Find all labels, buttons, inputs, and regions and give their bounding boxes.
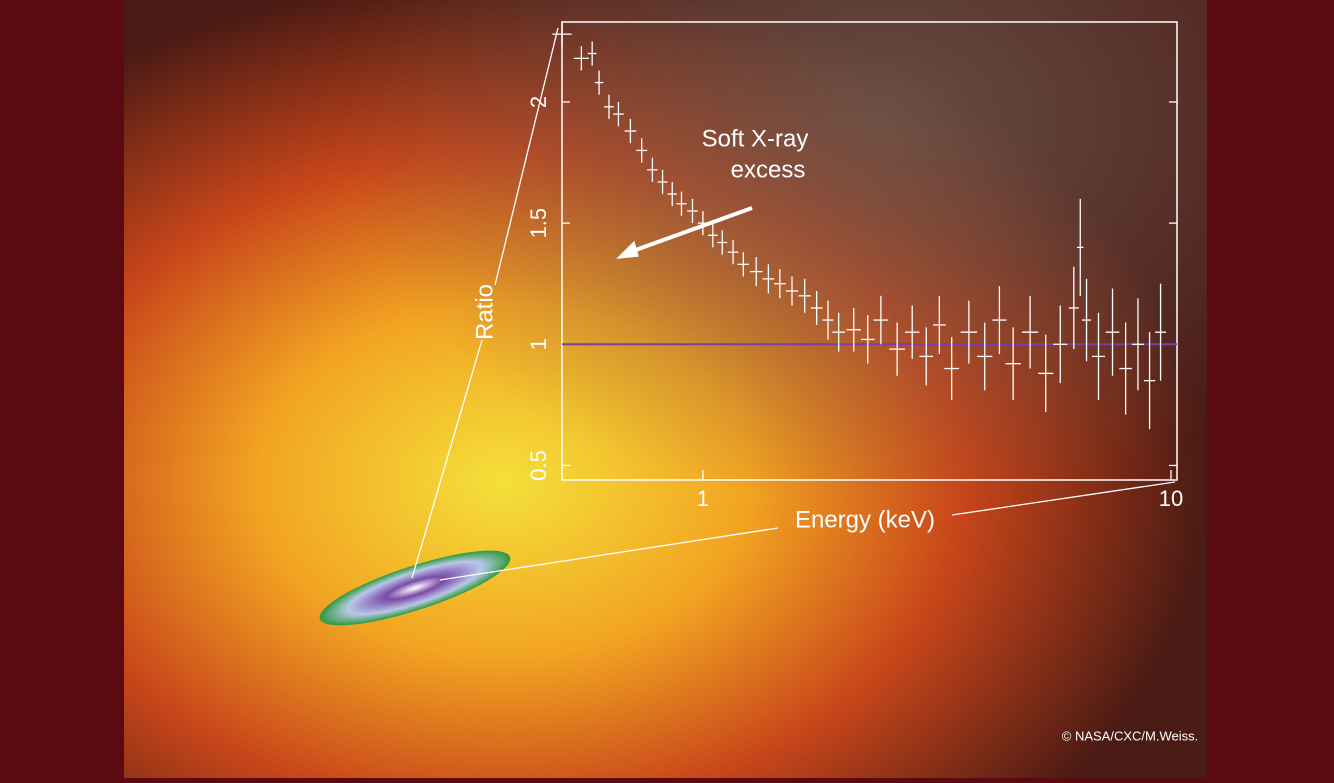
x-tick-label: 10 (1159, 486, 1183, 511)
y-tick-label: 1 (526, 338, 551, 350)
annotation: excess (731, 156, 806, 183)
y-axis-label: Ratio (471, 284, 498, 340)
annotation: Soft X-ray (702, 125, 809, 152)
credit: © NASA/CXC/M.Weiss. (1062, 728, 1198, 743)
y-tick-label: 2 (526, 96, 551, 108)
plot-frame (561, 21, 1178, 481)
x-tick-label: 1 (697, 486, 709, 511)
accretion-disk (319, 550, 511, 626)
pointer-lines (411, 27, 1176, 581)
y-tick-label: 1.5 (526, 208, 551, 239)
y-tick-label: 0.5 (526, 450, 551, 481)
background-smoke (124, 0, 1207, 778)
x-axis-label: Energy (keV) (795, 506, 935, 533)
